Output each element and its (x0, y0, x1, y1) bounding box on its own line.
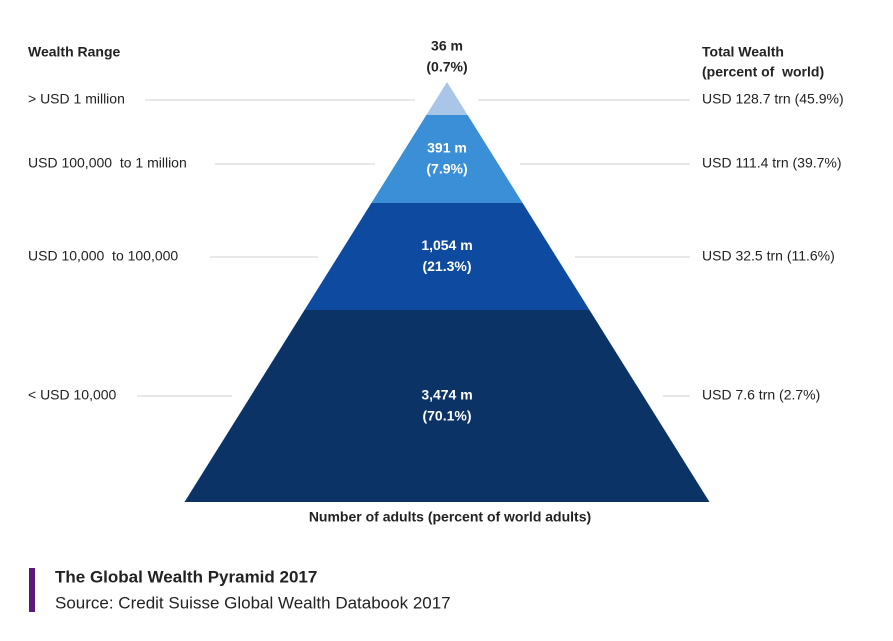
pyramid-segment (371, 115, 523, 203)
right-header: Total Wealth (702, 44, 784, 60)
adult-count: 36 m (431, 38, 463, 54)
caption-source: Source: Credit Suisse Global Wealth Data… (55, 593, 451, 612)
adult-count: 1,054 m (421, 237, 472, 253)
adult-share: (70.1%) (422, 408, 471, 424)
adult-share: (0.7%) (426, 59, 467, 75)
caption-title: The Global Wealth Pyramid 2017 (55, 567, 317, 586)
wealth-range: USD 100,000 to 1 million (28, 155, 187, 171)
total-wealth: USD 32.5 trn (11.6%) (702, 248, 835, 264)
total-wealth: USD 111.4 trn (39.7%) (702, 155, 842, 171)
wealth-range: > USD 1 million (28, 91, 125, 107)
axis-label: Number of adults (percent of world adult… (309, 509, 591, 525)
total-wealth: USD 7.6 trn (2.7%) (702, 387, 820, 403)
pyramid-segment (426, 82, 468, 115)
left-header: Wealth Range (28, 44, 121, 60)
pyramid-segment (184, 310, 710, 502)
adult-count: 391 m (427, 140, 467, 156)
adult-share: (7.9%) (426, 161, 467, 177)
caption-bar (29, 568, 35, 612)
pyramid-segment (304, 203, 590, 310)
wealth-range: < USD 10,000 (28, 387, 117, 403)
adult-share: (21.3%) (422, 258, 471, 274)
adult-count: 3,474 m (421, 387, 472, 403)
total-wealth: USD 128.7 trn (45.9%) (702, 91, 844, 107)
right-header: (percent of world) (702, 64, 824, 80)
wealth-range: USD 10,000 to 100,000 (28, 248, 178, 264)
